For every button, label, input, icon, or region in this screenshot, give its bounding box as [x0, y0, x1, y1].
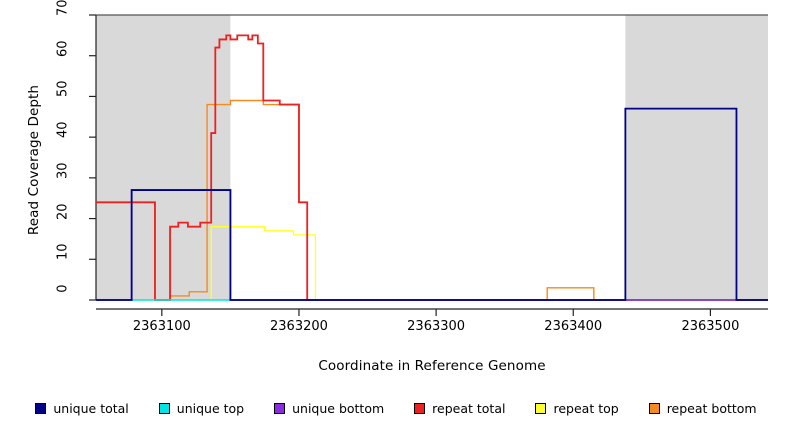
series-line-repeat-total: [96, 34, 768, 301]
legend-label: unique total: [53, 400, 129, 416]
y-tick-label: 0: [55, 284, 71, 293]
legend-label: repeat total: [432, 400, 506, 416]
y-tick-label: 40: [55, 121, 71, 139]
legend-label: repeat bottom: [666, 400, 757, 416]
x-axis-title: Coordinate in Reference Genome: [318, 358, 546, 374]
legend-swatch-icon: [158, 402, 170, 414]
legend-swatch-icon: [414, 402, 426, 414]
legend-swatch-icon: [35, 402, 47, 414]
y-tick-label: 10: [55, 243, 71, 261]
legend-label: unique top: [176, 400, 245, 416]
y-tick-label: 20: [55, 203, 71, 220]
legend-item: repeat total: [414, 401, 535, 416]
chart-legend: unique total unique top unique bottom repea…: [0, 396, 792, 420]
y-axis-title: Read Coverage Depth: [26, 84, 42, 236]
legend-swatch-icon: [274, 402, 286, 414]
x-tick-label: 2363400: [544, 319, 603, 334]
legend-label: unique bottom: [292, 400, 385, 416]
legend-swatch-icon: [535, 402, 547, 414]
y-tick-label: 30: [55, 162, 71, 179]
x-tick-label: 2363500: [681, 319, 740, 334]
legend-item: unique bottom: [274, 401, 414, 416]
legend-item: repeat top: [535, 401, 648, 416]
x-tick-label: 2363300: [407, 319, 466, 334]
y-tick-label: 60: [55, 40, 71, 57]
series-line-repeat-top: [96, 226, 768, 301]
legend-item: unique total: [35, 401, 158, 416]
repeat-region-right: [625, 15, 768, 300]
legend-label: repeat top: [553, 400, 619, 416]
legend-swatch-icon: [648, 402, 660, 414]
x-tick-label: 2363200: [270, 319, 328, 334]
y-tick-label: 70: [55, 0, 71, 17]
legend-item: unique top: [158, 400, 274, 416]
legend-item: repeat bottom: [648, 400, 757, 416]
x-tick-label: 2363100: [132, 319, 191, 334]
y-tick-label: 50: [55, 80, 71, 98]
repeat-region-left: [96, 15, 231, 300]
series-line-unique-total: [96, 107, 768, 301]
